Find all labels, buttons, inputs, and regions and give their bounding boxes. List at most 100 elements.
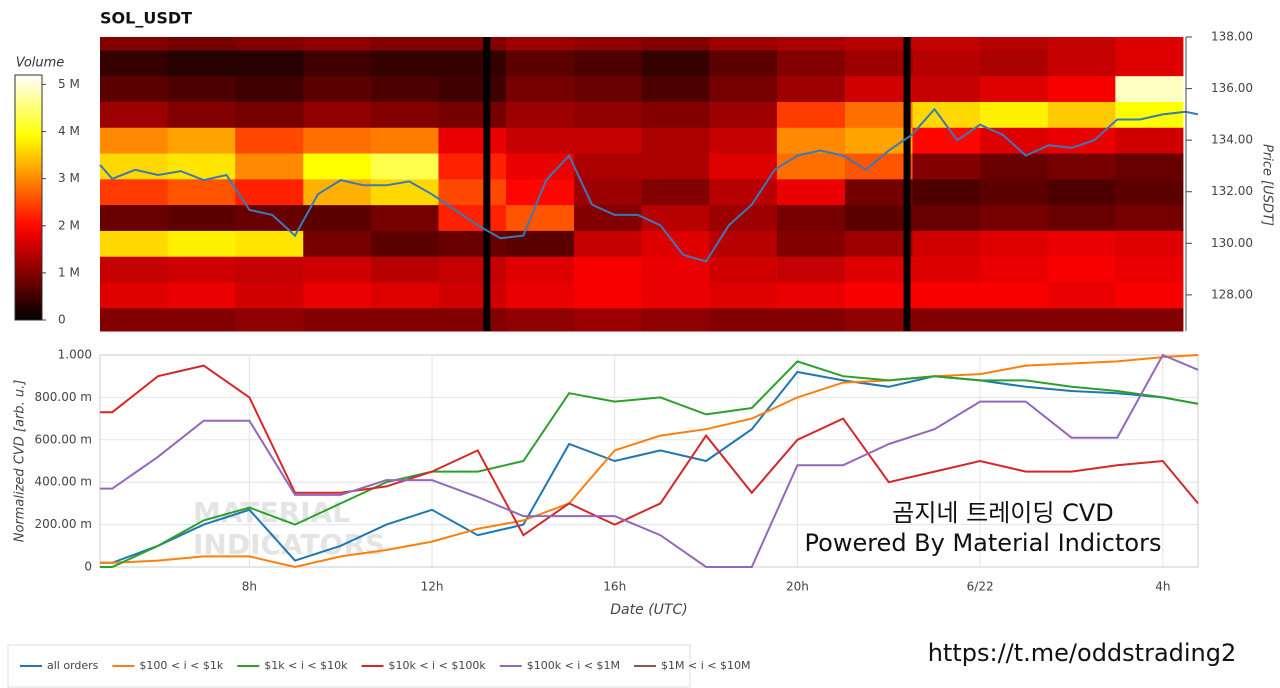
heat-cell (235, 75, 304, 102)
heat-cell (980, 49, 1049, 77)
heat-cell (912, 153, 981, 180)
heat-cell (980, 178, 1049, 206)
heat-cell (303, 101, 372, 128)
heat-cell (303, 49, 372, 77)
heat-cell (235, 307, 304, 332)
y-tick-label: 800.00 m (35, 390, 93, 404)
heat-cell (709, 75, 778, 102)
heat-cell (574, 101, 643, 128)
heat-cell (303, 256, 372, 283)
heat-cell (1047, 75, 1116, 102)
heat-cell (370, 256, 439, 283)
heat-cell (167, 75, 236, 102)
footer-url: https://t.me/oddstrading2 (928, 639, 1237, 667)
chart-title: SOL_USDT (100, 9, 192, 28)
heat-cell (100, 127, 169, 154)
heat-cell (370, 127, 439, 154)
heat-cell (100, 49, 169, 77)
heat-cell (167, 282, 236, 309)
y2-tick-label: 130.00 (1211, 236, 1253, 250)
legend-label: all orders (47, 659, 99, 672)
heat-cell (1115, 153, 1184, 180)
legend-label: $1k < i < $10k (264, 659, 348, 672)
heat-cell (641, 127, 710, 154)
heat-cell (1115, 230, 1184, 257)
heat-cell (235, 256, 304, 283)
heat-cell (100, 178, 169, 206)
legend-label: $100k < i < $1M (527, 659, 620, 672)
y-tick-label: 400.00 m (35, 475, 93, 489)
heat-cell (980, 307, 1049, 332)
heat-cell (438, 307, 507, 332)
series-line (100, 364, 1199, 537)
y2-tick-label: 128.00 (1211, 287, 1253, 301)
heat-cell (438, 75, 507, 102)
heat-cell (167, 204, 236, 231)
heat-cell (776, 75, 846, 102)
heat-cell (574, 49, 643, 77)
heat-cell (438, 256, 507, 283)
heat-cell (438, 282, 507, 309)
colorbar-tick-label: 3 M (58, 171, 80, 185)
heat-cell (167, 230, 236, 257)
heat-cell (776, 307, 846, 332)
heat-cell (641, 101, 710, 128)
heat-cell (1115, 307, 1184, 332)
legend-label: $1M < i < $10M (661, 659, 750, 672)
heat-cell (235, 101, 304, 128)
heat-cell (574, 153, 643, 180)
heat-cell (844, 282, 914, 309)
heat-cell (506, 127, 575, 154)
legend-label: $10k < i < $100k (388, 659, 486, 672)
heat-cell (709, 101, 778, 128)
heat-cell (1047, 101, 1116, 128)
data-gap (903, 37, 911, 331)
x-tick-label: 6/22 (967, 580, 994, 594)
heat-cell (167, 256, 236, 283)
heat-cell (167, 101, 236, 128)
heat-cell (167, 178, 236, 206)
y2-tick-label: 138.00 (1211, 30, 1253, 44)
heat-cell (167, 307, 236, 332)
heat-cell (709, 230, 778, 257)
heat-cell (100, 307, 169, 332)
x-tick-label: 8h (242, 580, 257, 594)
heat-cell (709, 49, 778, 77)
heat-cell (303, 307, 372, 332)
heat-cell (912, 178, 981, 206)
heat-cell (776, 101, 846, 128)
heat-cell (303, 37, 372, 51)
heat-cell (844, 204, 914, 231)
heat-cell (438, 37, 507, 51)
heat-cell (980, 256, 1049, 283)
heat-cell (641, 178, 710, 206)
heat-cell (100, 75, 169, 102)
heat-cell (370, 101, 439, 128)
x-tick-label: 4h (1155, 580, 1170, 594)
heat-cell (980, 37, 1049, 51)
heat-cell (912, 282, 981, 309)
heat-cell (1047, 153, 1116, 180)
heat-cell (574, 178, 643, 206)
y2-tick-label: 136.00 (1211, 81, 1253, 95)
heat-cell (235, 153, 304, 180)
heat-cell (1115, 256, 1184, 283)
heat-cell (100, 230, 169, 257)
heat-cell (438, 127, 507, 154)
heat-cell (100, 37, 169, 51)
y-tick-label: 600.00 m (35, 432, 93, 446)
heat-cell (370, 307, 439, 332)
heat-cell (574, 127, 643, 154)
heat-cell (1047, 256, 1116, 283)
heat-cell (844, 178, 914, 206)
heat-cell (167, 127, 236, 154)
heat-cell (370, 230, 439, 257)
y-tick-label: 0 (84, 560, 92, 574)
heat-cell (506, 101, 575, 128)
colorbar-tick-label: 0 (58, 313, 66, 327)
heat-cell (438, 49, 507, 77)
heat-cell (776, 230, 846, 257)
heat-cell (912, 101, 981, 128)
heat-cell (641, 49, 710, 77)
heat-cell (1047, 307, 1116, 332)
